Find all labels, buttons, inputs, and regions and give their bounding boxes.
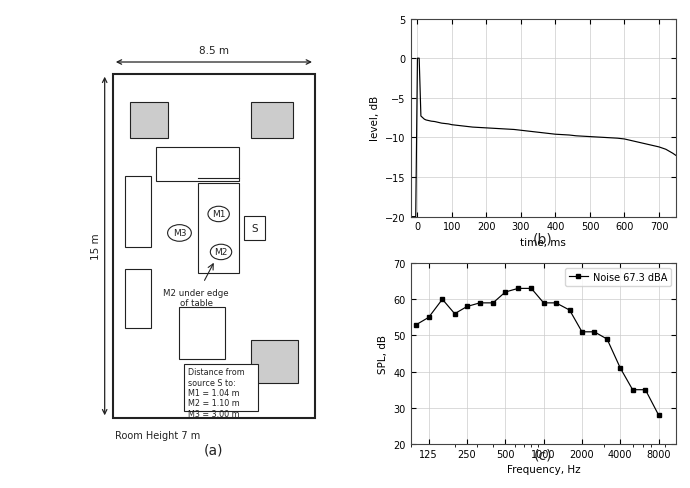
Y-axis label: level, dB: level, dB bbox=[370, 96, 380, 141]
Noise 67.3 dBA bbox=[641, 387, 649, 393]
Ellipse shape bbox=[208, 207, 229, 222]
Text: Room Height 7 m: Room Height 7 m bbox=[115, 430, 201, 440]
Noise 67.3 dBA bbox=[552, 300, 560, 306]
Bar bbox=[130, 103, 168, 139]
Bar bbox=[244, 217, 265, 241]
X-axis label: time, ms: time, ms bbox=[520, 238, 566, 247]
Noise 67.3 dBA bbox=[603, 336, 611, 342]
Noise 67.3 dBA bbox=[590, 329, 598, 335]
Bar bbox=[125, 269, 151, 328]
Bar bbox=[179, 307, 224, 359]
Text: 8.5 m: 8.5 m bbox=[199, 46, 229, 56]
Noise 67.3 dBA bbox=[654, 412, 662, 418]
Text: (b): (b) bbox=[533, 232, 553, 246]
Text: S: S bbox=[251, 224, 257, 234]
Noise 67.3 dBA bbox=[501, 289, 509, 295]
Line: Noise 67.3 dBA: Noise 67.3 dBA bbox=[414, 286, 661, 418]
Text: M1: M1 bbox=[212, 210, 226, 219]
Text: (c): (c) bbox=[534, 447, 552, 461]
Text: (a): (a) bbox=[204, 442, 224, 456]
Bar bbox=[250, 340, 298, 383]
X-axis label: Frequency, Hz: Frequency, Hz bbox=[506, 465, 580, 474]
Bar bbox=[199, 183, 239, 274]
Ellipse shape bbox=[210, 245, 232, 260]
Noise 67.3 dBA bbox=[578, 329, 586, 335]
Noise 67.3 dBA bbox=[527, 286, 535, 292]
Noise 67.3 dBA bbox=[475, 300, 484, 306]
Noise 67.3 dBA bbox=[629, 387, 637, 393]
Text: Distance from
source S to:
M1 = 1.04 m
M2 = 1.10 m
M3 = 3.00 m: Distance from source S to: M1 = 1.04 m M… bbox=[188, 367, 244, 418]
Text: M2 under edge
of table: M2 under edge of table bbox=[164, 288, 229, 307]
Noise 67.3 dBA bbox=[616, 366, 624, 371]
Text: 15 m: 15 m bbox=[91, 233, 101, 260]
Bar bbox=[113, 75, 315, 418]
Text: M2: M2 bbox=[215, 248, 228, 257]
Noise 67.3 dBA bbox=[438, 297, 446, 303]
Bar bbox=[250, 103, 293, 139]
Noise 67.3 dBA bbox=[424, 315, 433, 321]
Noise 67.3 dBA bbox=[566, 307, 574, 313]
Noise 67.3 dBA bbox=[540, 300, 548, 306]
Text: M3: M3 bbox=[172, 229, 186, 238]
Noise 67.3 dBA bbox=[514, 286, 522, 292]
Noise 67.3 dBA bbox=[412, 322, 420, 328]
Noise 67.3 dBA bbox=[451, 311, 459, 317]
Legend: Noise 67.3 dBA: Noise 67.3 dBA bbox=[565, 268, 671, 286]
Bar bbox=[125, 177, 151, 248]
Noise 67.3 dBA bbox=[489, 300, 497, 306]
Noise 67.3 dBA bbox=[463, 304, 471, 310]
Bar bbox=[184, 364, 258, 411]
Ellipse shape bbox=[168, 225, 191, 242]
Bar bbox=[156, 148, 239, 182]
Y-axis label: SPL, dB: SPL, dB bbox=[377, 334, 388, 373]
